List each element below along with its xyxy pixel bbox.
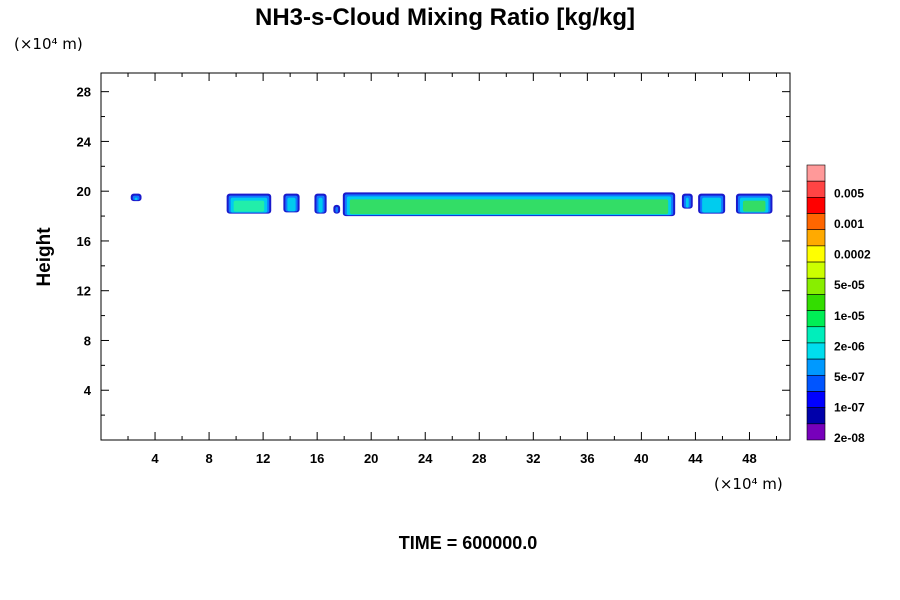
x-tick-label: 12: [256, 451, 270, 466]
colorbar-label: 2e-06: [834, 339, 865, 353]
cloud-cell: [698, 193, 726, 214]
colorbar-label: 0.001: [834, 217, 864, 231]
colorbar-label: 5e-07: [834, 370, 865, 384]
x-tick-label: 48: [742, 451, 756, 466]
x-tick-label: 32: [526, 451, 540, 466]
colorbar-label: 2e-08: [834, 431, 865, 445]
y-ticks: 4 8 12 16 20 24 28: [77, 85, 790, 416]
colorbar-swatch: [806, 229, 826, 247]
x-unit-label: (×10⁴ m): [714, 475, 783, 493]
cloud-layer-2: [287, 197, 296, 212]
y-tick-label: 12: [77, 284, 91, 299]
chart-title: NH3-s-Cloud Mixing Ratio [kg/kg]: [255, 4, 635, 31]
cloud-cell: [342, 192, 676, 217]
x-tick-label: 44: [688, 451, 703, 466]
y-axis-label: Height: [34, 227, 55, 287]
cloud-cell: [735, 193, 773, 214]
y-tick-label: 16: [77, 234, 91, 249]
x-tick-label: 4: [151, 451, 159, 466]
colorbar-label: 1e-05: [834, 309, 865, 323]
x-ticks: 4 8 12 16 20 24 28 32 36 40 44 48: [127, 73, 777, 466]
colorbar: 0.005 0.001 0.0002 5e-05 1e-05 2e-06 5e-07 1e-0…: [806, 164, 871, 445]
colorbar-swatch: [806, 326, 826, 344]
cloud-layer-2: [134, 197, 138, 201]
colorbar-swatch: [806, 164, 826, 182]
cloud-layer-2: [702, 197, 722, 213]
cloud-layer: [130, 192, 773, 217]
y-unit-label: (×10⁴ m): [14, 35, 83, 53]
x-tick-label: 28: [472, 451, 486, 466]
colorbar-swatch: [806, 358, 826, 376]
colorbar-swatch: [806, 423, 826, 441]
colorbar-swatch: [806, 197, 826, 214]
colorbar-swatch: [806, 180, 826, 198]
x-tick-label: 24: [418, 451, 433, 466]
cloud-cell: [314, 193, 327, 214]
cloud-core: [349, 199, 669, 215]
colorbar-swatch: [806, 245, 826, 263]
x-tick-label: 36: [580, 451, 594, 466]
x-tick-label: 8: [205, 451, 212, 466]
cloud-layer-1: [335, 206, 339, 213]
cloud-cell: [681, 193, 693, 209]
x-tick-label: 40: [634, 451, 648, 466]
x-tick-label: 16: [310, 451, 324, 466]
cloud-layer-2: [685, 197, 689, 208]
cloud-cell: [283, 193, 300, 213]
cloud-core: [742, 200, 766, 212]
cloud-cell: [333, 204, 341, 214]
x-tick-label: 20: [364, 451, 378, 466]
colorbar-swatch: [806, 391, 826, 408]
colorbar-swatch: [806, 213, 826, 231]
y-tick-label: 24: [77, 134, 92, 149]
colorbar-label: 5e-05: [834, 278, 865, 292]
colorbar-swatch: [806, 294, 826, 311]
y-tick-label: 28: [77, 85, 91, 100]
cloud-core: [233, 200, 265, 212]
colorbar-swatch: [806, 310, 826, 328]
plot-frame: [100, 72, 791, 441]
y-tick-label: 8: [84, 333, 91, 348]
colorbar-label: 0.005: [834, 187, 864, 201]
colorbar-swatch: [806, 374, 826, 392]
colorbar-swatch: [806, 342, 826, 360]
time-label: TIME = 600000.0: [399, 533, 538, 553]
colorbar-swatch: [806, 407, 826, 425]
y-tick-label: 4: [84, 383, 92, 398]
colorbar-label: 0.0002: [834, 248, 871, 262]
y-tick-label: 20: [77, 184, 91, 199]
cloud-cell: [130, 193, 142, 202]
colorbar-swatch: [806, 277, 826, 295]
cloud-cell: [226, 193, 272, 214]
cloud-layer-2: [318, 197, 323, 213]
colorbar-swatch: [806, 261, 826, 279]
colorbar-label: 1e-07: [834, 400, 865, 414]
